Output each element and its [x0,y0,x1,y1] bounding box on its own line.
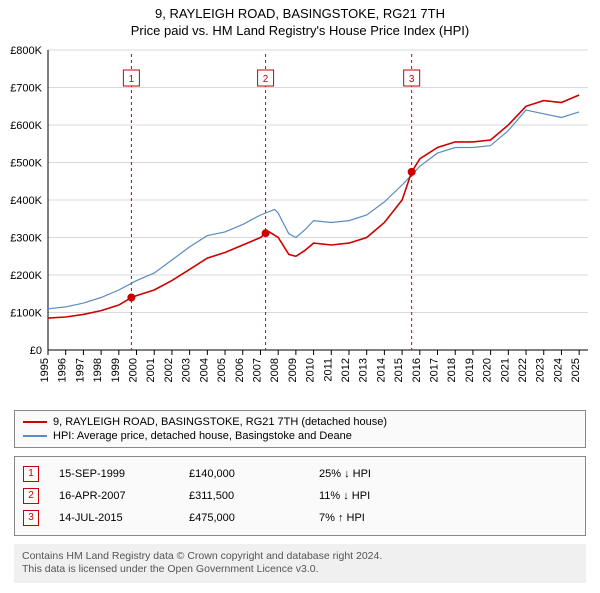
svg-text:£200K: £200K [10,270,42,282]
svg-text:1999: 1999 [110,358,122,382]
event-price: £311,500 [189,490,299,502]
event-delta: 25% ↓ HPI [319,468,439,480]
svg-text:£500K: £500K [10,157,42,169]
svg-text:2019: 2019 [464,358,476,382]
svg-text:2017: 2017 [429,358,441,382]
svg-text:2003: 2003 [181,358,193,382]
svg-text:2004: 2004 [198,358,210,382]
svg-text:£300K: £300K [10,232,42,244]
event-date: 15-SEP-1999 [59,468,169,480]
svg-text:2012: 2012 [340,358,352,382]
svg-text:2010: 2010 [305,358,317,382]
chart-title-line2: Price paid vs. HM Land Registry's House … [4,23,596,40]
svg-text:2021: 2021 [499,358,511,382]
svg-text:2001: 2001 [145,358,157,382]
legend-item: 9, RAYLEIGH ROAD, BASINGSTOKE, RG21 7TH … [23,415,577,429]
event-row: 3 14-JUL-2015 £475,000 7% ↑ HPI [23,507,577,529]
footer-line1: Contains HM Land Registry data © Crown c… [22,550,578,564]
svg-text:1998: 1998 [92,358,104,382]
svg-text:2018: 2018 [446,358,458,382]
event-date: 14-JUL-2015 [59,512,169,524]
svg-text:2022: 2022 [517,358,529,382]
svg-text:2008: 2008 [269,358,281,382]
svg-text:£800K: £800K [10,45,42,57]
svg-text:2015: 2015 [393,358,405,382]
svg-text:1996: 1996 [57,358,69,382]
footer-line2: This data is licensed under the Open Gov… [22,563,578,577]
chart-title-line1: 9, RAYLEIGH ROAD, BASINGSTOKE, RG21 7TH [4,6,596,23]
event-marker-icon: 2 [23,488,39,504]
svg-text:£600K: £600K [10,120,42,132]
legend-label: 9, RAYLEIGH ROAD, BASINGSTOKE, RG21 7TH … [53,416,387,428]
svg-text:3: 3 [409,74,415,85]
legend-swatch [23,435,47,437]
legend-label: HPI: Average price, detached house, Basi… [53,430,352,442]
svg-text:£100K: £100K [10,307,42,319]
svg-text:1997: 1997 [74,358,86,382]
chart-container: { "title": { "line1": "9, RAYLEIGH ROAD,… [0,0,600,583]
event-price: £475,000 [189,512,299,524]
legend-swatch [23,421,47,423]
svg-text:2013: 2013 [358,358,370,382]
event-row: 1 15-SEP-1999 £140,000 25% ↓ HPI [23,463,577,485]
svg-text:2005: 2005 [216,358,228,382]
footer-attribution: Contains HM Land Registry data © Crown c… [14,544,586,583]
event-price: £140,000 [189,468,299,480]
svg-text:2011: 2011 [322,358,334,382]
event-date: 16-APR-2007 [59,490,169,502]
svg-text:2014: 2014 [375,358,387,382]
event-delta: 11% ↓ HPI [319,490,439,502]
svg-text:1: 1 [129,74,135,85]
svg-text:2023: 2023 [535,358,547,382]
svg-text:£400K: £400K [10,195,42,207]
svg-text:2002: 2002 [163,358,175,382]
svg-text:2020: 2020 [482,358,494,382]
svg-text:£0: £0 [30,345,42,357]
svg-text:2009: 2009 [287,358,299,382]
svg-text:2007: 2007 [251,358,263,382]
event-marker-icon: 3 [23,510,39,526]
chart-plot-area: £0 £100K £200K £300K £400K £500K £600K £700K £80… [0,42,600,402]
chart-svg: £0 £100K £200K £300K £400K £500K £600K £700K £80… [0,42,600,402]
chart-title-block: 9, RAYLEIGH ROAD, BASINGSTOKE, RG21 7TH … [0,0,600,42]
event-delta: 7% ↑ HPI [319,512,439,524]
event-row: 2 16-APR-2007 £311,500 11% ↓ HPI [23,485,577,507]
svg-text:2016: 2016 [411,358,423,382]
svg-text:2025: 2025 [570,358,582,382]
events-box: 1 15-SEP-1999 £140,000 25% ↓ HPI 2 16-AP… [14,456,586,536]
svg-text:2: 2 [263,74,269,85]
svg-text:2024: 2024 [552,358,564,382]
legend-item: HPI: Average price, detached house, Basi… [23,429,577,443]
svg-text:1995: 1995 [39,358,51,382]
svg-text:2000: 2000 [128,358,140,382]
svg-text:£700K: £700K [10,82,42,94]
event-marker-icon: 1 [23,466,39,482]
legend-box: 9, RAYLEIGH ROAD, BASINGSTOKE, RG21 7TH … [14,410,586,448]
svg-text:2006: 2006 [234,358,246,382]
